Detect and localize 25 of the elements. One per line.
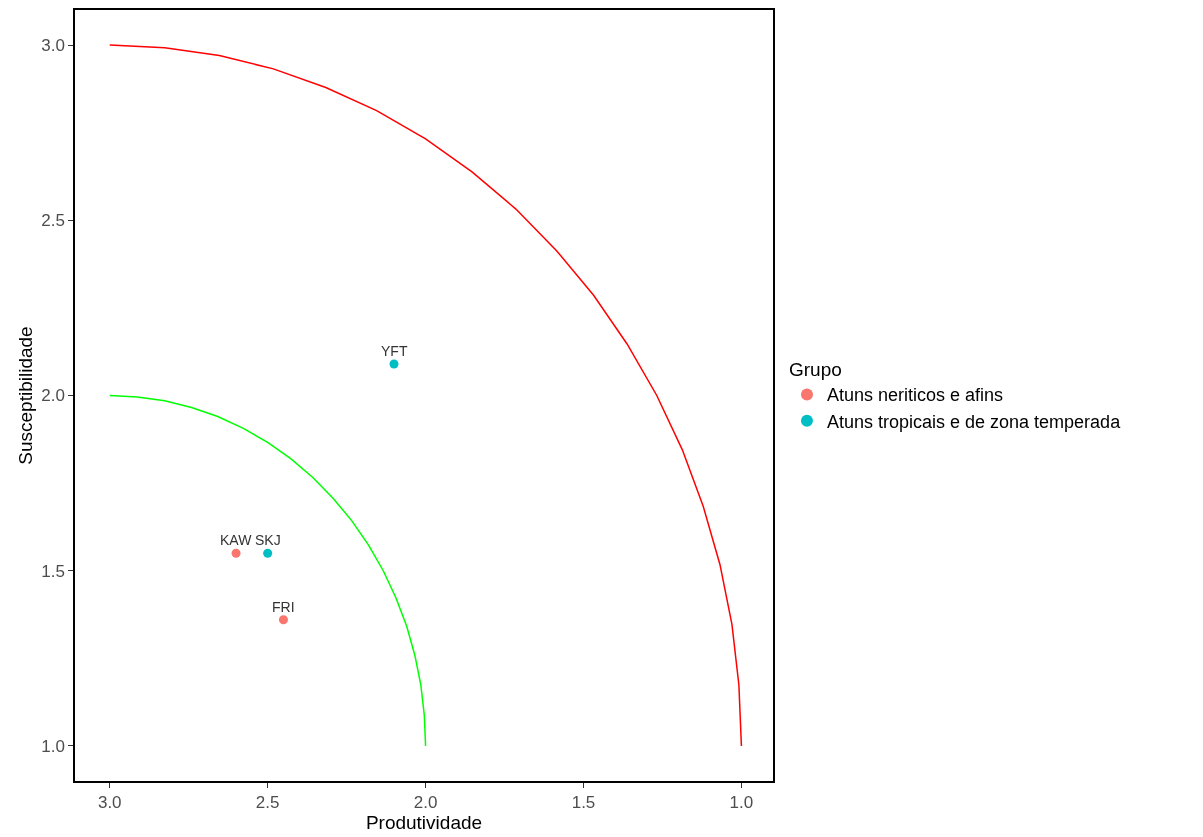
point <box>231 548 241 558</box>
y-tick-label: 1.5 <box>41 561 65 581</box>
y-tick-label: 3.0 <box>41 36 65 55</box>
y-tick-label: 2.5 <box>41 211 65 231</box>
legend-title: Grupo <box>788 359 842 381</box>
point <box>278 615 288 625</box>
x-tick-label: 1.0 <box>729 793 754 813</box>
annotation: KAW <box>220 532 253 548</box>
y-axis-title: Susceptibilidade <box>14 326 36 465</box>
y-tick-label: 1.0 <box>41 736 65 756</box>
y-tick-label: 2.0 <box>41 386 65 406</box>
point <box>389 359 399 369</box>
x-axis-title: Produtividade <box>365 812 483 834</box>
point <box>263 548 273 558</box>
x-tick-label: 2.0 <box>413 793 438 813</box>
annotation: FRI <box>272 599 295 615</box>
legend-label: Atuns tropicais e de zona temperada <box>826 411 1122 432</box>
legend-label: Atuns neriticos e afins <box>826 385 1004 406</box>
line-series <box>108 394 427 747</box>
annotation: YFT <box>381 343 408 359</box>
x-tick-label: 1.5 <box>571 793 596 813</box>
x-tick-label: 2.5 <box>255 793 280 813</box>
annotation: SKJ <box>255 532 281 548</box>
x-tick-label: 3.0 <box>97 793 122 813</box>
line-series <box>108 44 743 747</box>
